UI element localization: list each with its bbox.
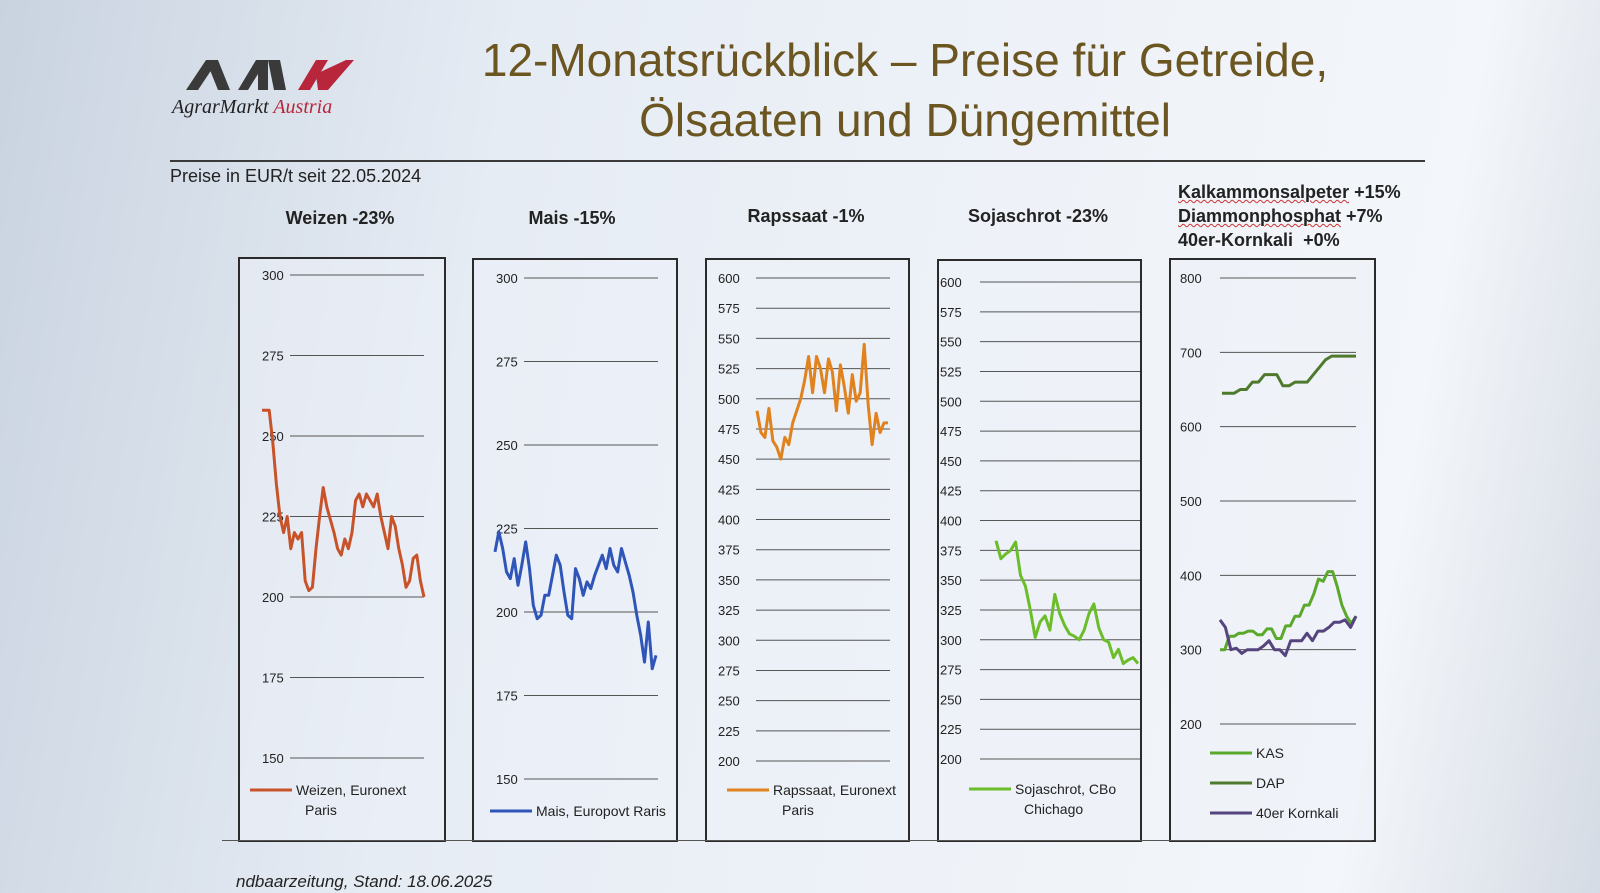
y-tick-label: 200 — [718, 754, 740, 769]
fertilizer-header: Kalkammonsalpeter +15% Diammonphosphat +… — [1178, 180, 1401, 252]
y-tick-label: 500 — [718, 392, 740, 407]
fert-line-dap: Diammonphosphat +7% — [1178, 206, 1383, 226]
legend-label: Weizen, Euronext — [296, 782, 406, 798]
y-tick-label: 275 — [262, 349, 284, 364]
logo-text: AgrarMarkt Austria — [172, 96, 333, 118]
y-tick-label: 300 — [262, 268, 284, 283]
y-tick-label: 300 — [1180, 643, 1202, 658]
y-tick-label: 200 — [940, 752, 962, 767]
y-tick-label: 600 — [1180, 420, 1202, 435]
y-tick-label: 375 — [940, 543, 962, 558]
y-tick-label: 800 — [1180, 271, 1202, 286]
title-raps: Rapssaat -1% — [747, 206, 865, 226]
y-tick-label: 350 — [718, 573, 740, 588]
legend-label-cont: Chichago — [1024, 801, 1083, 817]
y-tick-label: 275 — [496, 355, 518, 370]
y-tick-label: 425 — [718, 482, 740, 497]
y-tick-label: 200 — [262, 590, 284, 605]
title-line-2: Ölsaaten und Düngemittel — [639, 94, 1171, 146]
subtitle: Preise in EUR/t seit 22.05.2024 — [170, 166, 422, 186]
fert-line-kornkali: 40er-Kornkali +0% — [1178, 230, 1340, 250]
y-tick-label: 500 — [940, 394, 962, 409]
y-tick-label: 300 — [940, 633, 962, 648]
y-tick-label: 400 — [718, 513, 740, 528]
y-tick-label: 475 — [940, 424, 962, 439]
y-tick-label: 600 — [718, 271, 740, 286]
y-tick-label: 425 — [940, 484, 962, 499]
y-tick-label: 225 — [496, 522, 518, 537]
legend-label: Sojaschrot, CBo — [1015, 781, 1116, 797]
y-tick-label: 275 — [718, 663, 740, 678]
y-tick-label: 375 — [718, 543, 740, 558]
series-line-2-0 — [755, 342, 888, 461]
ama-logo — [186, 60, 354, 90]
y-tick-label: 550 — [718, 331, 740, 346]
y-tick-label: 175 — [262, 671, 284, 686]
y-tick-label: 450 — [718, 452, 740, 467]
legend-label: DAP — [1256, 775, 1285, 791]
series-line-4-0 — [1220, 570, 1358, 652]
y-tick-label: 400 — [1180, 568, 1202, 583]
y-tick-label: 250 — [718, 694, 740, 709]
y-tick-label: 300 — [718, 633, 740, 648]
y-tick-label: 300 — [496, 271, 518, 286]
y-tick-label: 575 — [940, 305, 962, 320]
y-tick-label: 225 — [940, 722, 962, 737]
series-line-4-1 — [1222, 354, 1356, 395]
legend-label: Mais, Europovt Raris — [536, 803, 666, 819]
title-weizen: Weizen -23% — [285, 208, 395, 228]
y-tick-label: 475 — [718, 422, 740, 437]
y-tick-label: 325 — [718, 603, 740, 618]
title-mais: Mais -15% — [528, 208, 616, 228]
title-rule — [170, 160, 1425, 162]
y-tick-label: 525 — [940, 364, 962, 379]
series-line-0-0 — [262, 408, 426, 598]
y-tick-label: 575 — [718, 301, 740, 316]
page-title: 12-Monatsrückblick – Preise für Getreide… — [400, 30, 1410, 150]
fert-line-kas: Kalkammonsalpeter +15% — [1178, 182, 1401, 202]
y-tick-label: 200 — [1180, 717, 1202, 732]
title-soja: Sojaschrot -23% — [967, 206, 1109, 226]
panel-mais — [472, 258, 678, 842]
legend-label: 40er Kornkali — [1256, 805, 1339, 821]
legend-label: KAS — [1256, 745, 1284, 761]
title-line-1: 12-Monatsrückblick – Preise für Getreide… — [481, 34, 1329, 86]
y-tick-label: 400 — [940, 514, 962, 529]
y-tick-label: 525 — [718, 362, 740, 377]
y-tick-label: 250 — [940, 692, 962, 707]
y-tick-label: 325 — [940, 603, 962, 618]
source-note: ndbaarzeitung, Stand: 18.06.2025 — [236, 872, 493, 891]
series-line-4-2 — [1218, 615, 1358, 658]
y-tick-label: 225 — [718, 724, 740, 739]
y-tick-label: 175 — [496, 689, 518, 704]
y-tick-label: 275 — [940, 663, 962, 678]
y-tick-label: 150 — [496, 772, 518, 787]
y-tick-label: 200 — [496, 605, 518, 620]
y-tick-label: 700 — [1180, 345, 1202, 360]
series-line-3-0 — [994, 540, 1140, 666]
legend-label: Rapssaat, Euronext — [773, 782, 896, 798]
bottom-rule — [222, 840, 1372, 841]
legend-label-cont: Paris — [305, 802, 337, 818]
y-tick-label: 500 — [1180, 494, 1202, 509]
y-tick-label: 450 — [940, 454, 962, 469]
y-tick-label: 250 — [496, 438, 518, 453]
y-tick-label: 150 — [262, 751, 284, 766]
y-tick-label: 350 — [940, 573, 962, 588]
y-tick-label: 550 — [940, 335, 962, 350]
series-line-1-0 — [493, 530, 658, 671]
y-tick-label: 600 — [940, 275, 962, 290]
legend-label-cont: Paris — [782, 802, 814, 818]
